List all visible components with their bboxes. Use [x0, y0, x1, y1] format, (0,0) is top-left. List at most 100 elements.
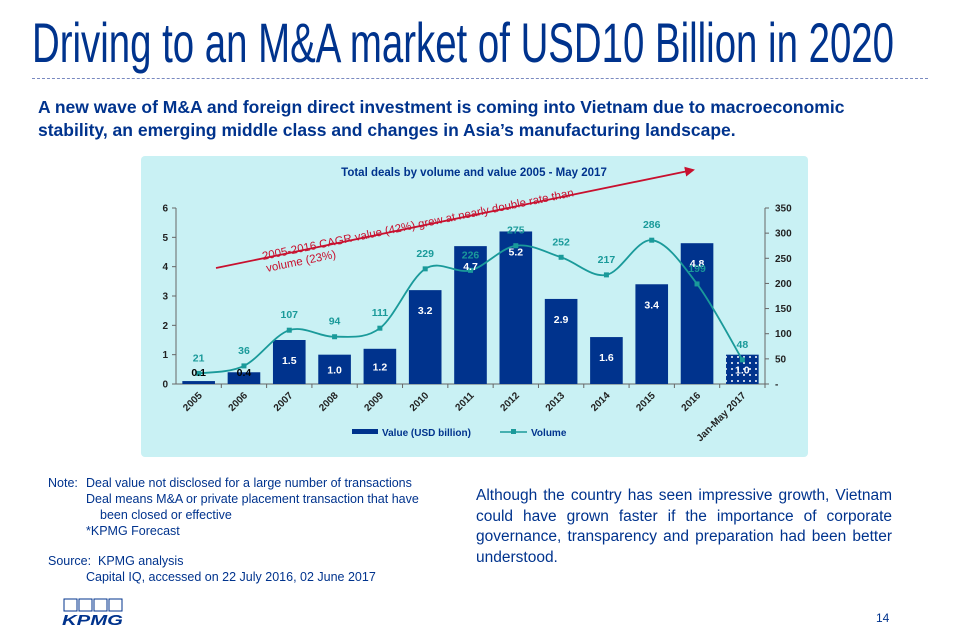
y-left-tick-label: 3 — [162, 292, 168, 303]
volume-data-label: 199 — [688, 263, 706, 275]
volume-point — [377, 325, 383, 331]
value-data-label: 1.2 — [373, 361, 388, 373]
x-tick-label: 2011 — [453, 390, 476, 413]
volume-data-label: 217 — [598, 254, 616, 266]
volume-point — [513, 243, 519, 249]
note-2a: Deal means M&A or private placement tran… — [86, 492, 419, 506]
value-data-label: 5.2 — [509, 246, 524, 258]
cagr-arrow — [215, 166, 695, 269]
y-right-tick-label: 250 — [775, 254, 792, 265]
note-1: Deal value not disclosed for a large num… — [86, 476, 412, 490]
x-tick-label: 2006 — [227, 390, 251, 414]
volume-data-label: 275 — [507, 225, 525, 237]
value-data-label: 1.6 — [599, 352, 614, 364]
y-left-tick-label: 2 — [162, 321, 168, 332]
note-2b: been closed or effective — [100, 508, 232, 522]
value-bar — [408, 290, 442, 384]
source-label: Source: — [48, 554, 92, 568]
value-bar — [544, 298, 578, 384]
kpmg-logo-text: KPMG — [62, 612, 123, 628]
volume-point — [694, 281, 700, 287]
commentary-text: Although the country has seen impressive… — [476, 487, 892, 566]
y-right-tick-label: 50 — [775, 354, 787, 365]
x-tick-label: 2014 — [589, 390, 613, 414]
legend-swatch-value — [352, 429, 378, 434]
notes-block: Note: Deal value not disclosed for a lar… — [48, 475, 468, 585]
volume-data-label: 107 — [281, 309, 299, 321]
value-bar — [182, 381, 215, 384]
kpmg-logo-graphic: KPMG — [62, 598, 123, 629]
value-data-label: 3.4 — [644, 299, 659, 311]
source-1: KPMG analysis — [98, 554, 184, 568]
title-divider — [32, 78, 928, 79]
volume-point — [468, 267, 473, 273]
source-2: Capital IQ, accessed on 22 July 2016, 02… — [86, 570, 376, 584]
volume-data-label: 286 — [643, 219, 661, 231]
y-left-tick-label: 1 — [162, 350, 168, 361]
value-bar — [680, 243, 714, 384]
lead-paragraph: A new wave of M&A and foreign direct inv… — [38, 97, 845, 140]
page-title-text: Driving to an M&A market of USD10 Billio… — [32, 11, 894, 74]
value-data-label: 3.2 — [418, 305, 433, 317]
value-bar — [635, 284, 669, 384]
volume-point — [422, 266, 428, 272]
value-data-label: 1.0 — [327, 364, 342, 376]
x-tick-label: 2007 — [272, 390, 296, 414]
volume-point — [739, 357, 745, 363]
deals-chart: Total deals by volume and value 2005 - M… — [141, 156, 808, 457]
page-number: 14 — [876, 611, 890, 625]
note-label: Note: — [48, 476, 78, 490]
value-data-label: 2.9 — [554, 314, 569, 326]
legend-label-volume: Volume — [531, 428, 567, 439]
y-left-tick-label: 6 — [162, 204, 168, 215]
value-data-label: 1.5 — [282, 355, 297, 367]
y-right-tick-label: - — [775, 380, 778, 391]
x-tick-label: 2015 — [634, 390, 658, 414]
value-data-label: 1.0 — [735, 364, 750, 376]
note-3: *KPMG Forecast — [86, 524, 180, 538]
value-data-label: 4.7 — [463, 261, 478, 273]
volume-data-label: 48 — [737, 339, 749, 351]
volume-data-label: 94 — [329, 316, 341, 328]
value-bar — [227, 372, 261, 384]
x-tick-label: 2012 — [498, 390, 522, 414]
y-right-tick-label: 200 — [775, 279, 792, 290]
value-bar — [363, 348, 397, 384]
volume-data-label: 111 — [372, 307, 389, 319]
legend-label-value: Value (USD billion) — [382, 428, 471, 439]
y-left-tick-label: 5 — [162, 233, 168, 244]
value-bar — [318, 354, 351, 384]
volume-data-label: 226 — [462, 249, 480, 261]
x-tick-label: 2009 — [362, 390, 386, 414]
value-data-label: 4.8 — [690, 258, 705, 270]
x-tick-label: 2005 — [181, 390, 205, 414]
volume-point — [603, 272, 609, 278]
x-tick-label: 2008 — [317, 390, 341, 414]
page-title-graphic: Driving to an M&A market of USD10 Billio… — [32, 11, 894, 74]
value-bar — [590, 337, 623, 384]
legend-swatch-volume-marker — [511, 429, 516, 434]
x-tick-label: 2016 — [680, 390, 704, 414]
value-data-label: 0.1 — [191, 367, 206, 379]
chart-title: Total deals by volume and value 2005 - M… — [341, 167, 607, 179]
volume-data-label: 229 — [416, 248, 434, 260]
y-right-tick-label: 300 — [775, 229, 792, 240]
volume-point — [241, 363, 247, 369]
x-tick-label: 2013 — [544, 390, 568, 414]
volume-data-label: 21 — [193, 352, 205, 364]
value-bar — [499, 231, 533, 384]
page-title: Driving to an M&A market of USD10 Billio… — [32, 2, 932, 76]
value-bar — [272, 340, 306, 384]
volume-data-label: 252 — [552, 236, 570, 248]
volume-point — [332, 334, 338, 340]
value-data-label: 0.4 — [237, 367, 252, 379]
x-tick-label: 2010 — [408, 390, 432, 414]
y-right-tick-label: 100 — [775, 329, 792, 340]
volume-point — [649, 237, 655, 243]
y-right-tick-label: 150 — [775, 304, 792, 315]
y-right-tick-label: 350 — [775, 204, 792, 215]
volume-point — [558, 254, 564, 260]
deals-chart-svg: Total deals by volume and value 2005 - M… — [162, 166, 792, 444]
volume-point — [286, 327, 292, 333]
volume-data-label: 36 — [238, 345, 250, 357]
